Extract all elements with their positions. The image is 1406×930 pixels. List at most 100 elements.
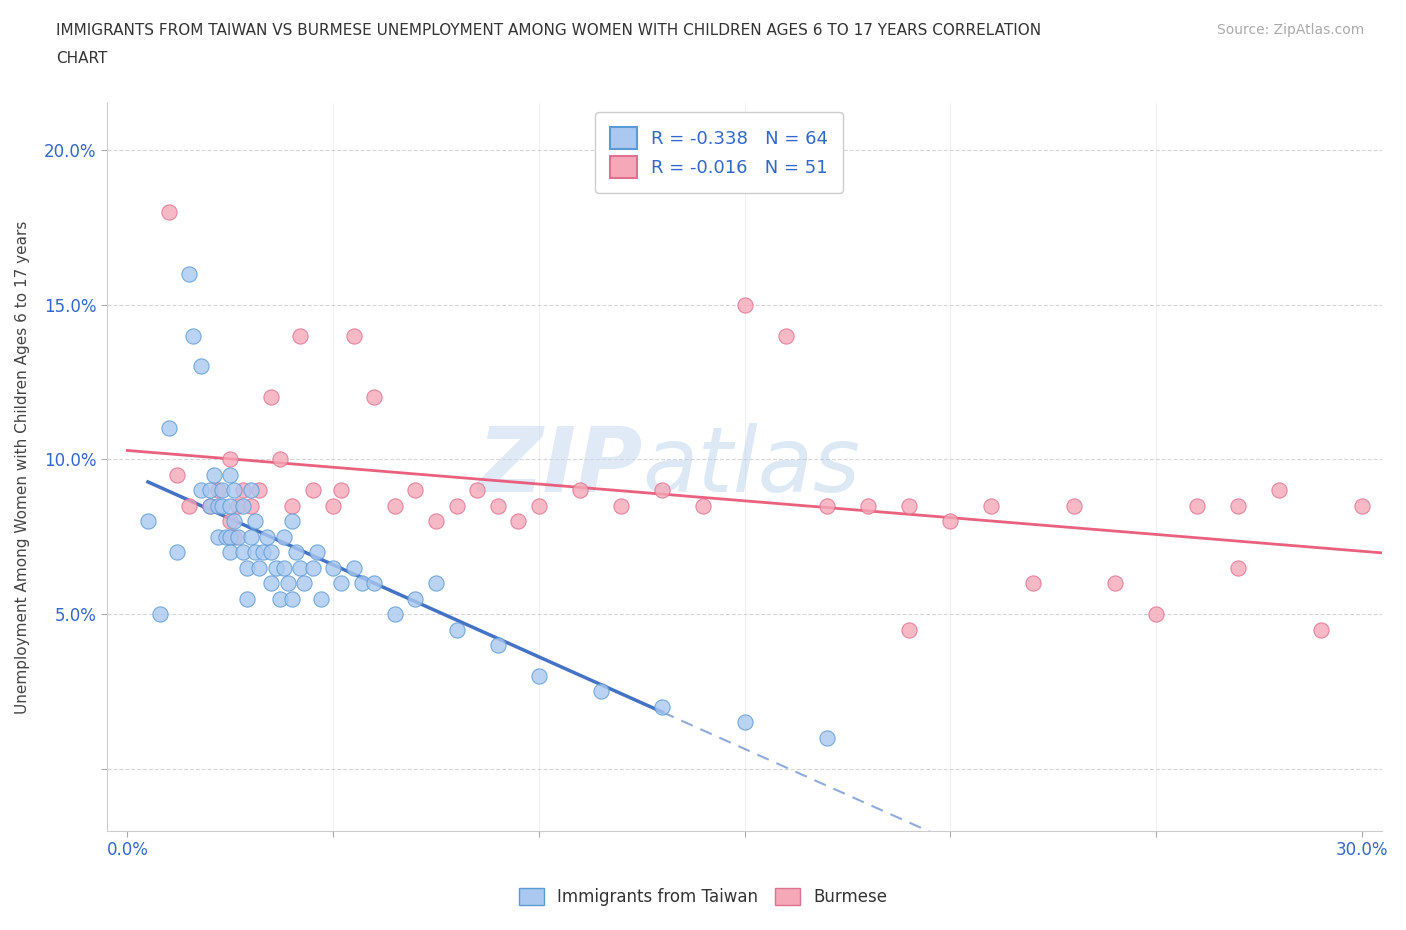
Point (273, 529, 295, 544)
Point (465, 483, 488, 498)
Point (224, 483, 246, 498)
Point (1185, 498, 1208, 513)
Point (224, 529, 246, 544)
Point (425, 513, 447, 528)
Point (343, 560, 366, 575)
Point (446, 622, 468, 637)
Point (734, 715, 756, 730)
Text: CHART: CHART (56, 51, 108, 66)
Point (166, 545, 188, 560)
Point (277, 576, 299, 591)
Point (181, 328, 204, 343)
Point (301, 560, 323, 575)
Point (239, 498, 262, 513)
Point (350, 576, 373, 591)
Point (260, 545, 283, 560)
Point (198, 498, 221, 513)
Point (610, 498, 633, 513)
Point (322, 560, 344, 575)
Point (239, 529, 262, 544)
Point (1351, 498, 1374, 513)
Y-axis label: Unemployment Among Women with Children Ages 6 to 17 years: Unemployment Among Women with Children A… (15, 220, 30, 713)
Point (384, 498, 406, 513)
Point (235, 591, 257, 606)
Point (569, 483, 592, 498)
Point (292, 576, 315, 591)
Point (1309, 622, 1331, 637)
Point (290, 560, 312, 575)
Point (425, 576, 447, 591)
Point (157, 205, 180, 219)
Legend: R = -0.338   N = 64, R = -0.016   N = 51: R = -0.338 N = 64, R = -0.016 N = 51 (595, 113, 842, 193)
Point (363, 390, 385, 405)
Point (136, 513, 159, 528)
Point (219, 529, 242, 544)
Legend: Immigrants from Taiwan, Burmese: Immigrants from Taiwan, Burmese (512, 881, 894, 912)
Point (1021, 576, 1043, 591)
Point (219, 468, 242, 483)
Point (269, 591, 291, 606)
Point (734, 297, 756, 312)
Point (256, 529, 278, 544)
Point (157, 421, 180, 436)
Text: atlas: atlas (643, 423, 860, 512)
Point (281, 498, 304, 513)
Point (260, 390, 283, 405)
Point (404, 591, 426, 606)
Point (343, 328, 366, 343)
Point (177, 498, 200, 513)
Point (486, 498, 509, 513)
Point (260, 576, 283, 591)
Point (1227, 560, 1250, 575)
Point (219, 452, 242, 467)
Point (692, 498, 714, 513)
Point (232, 483, 254, 498)
Point (211, 483, 233, 498)
Point (198, 483, 221, 498)
Point (239, 483, 262, 498)
Point (898, 622, 921, 637)
Point (235, 560, 257, 575)
Point (815, 498, 838, 513)
Point (856, 498, 879, 513)
Point (815, 730, 838, 745)
Point (243, 545, 266, 560)
Text: IMMIGRANTS FROM TAIWAN VS BURMESE UNEMPLOYMENT AMONG WOMEN WITH CHILDREN AGES 6 : IMMIGRANTS FROM TAIWAN VS BURMESE UNEMPL… (56, 23, 1042, 38)
Point (775, 328, 797, 343)
Point (269, 452, 291, 467)
Point (202, 468, 225, 483)
Point (285, 545, 308, 560)
Point (219, 545, 242, 560)
Point (527, 498, 550, 513)
Point (207, 529, 229, 544)
Point (1063, 498, 1085, 513)
Point (215, 529, 238, 544)
Point (898, 498, 921, 513)
Point (228, 529, 250, 544)
Point (198, 498, 221, 513)
Point (243, 513, 266, 528)
Point (330, 576, 353, 591)
Point (247, 483, 270, 498)
Point (939, 513, 962, 528)
Point (207, 483, 229, 498)
Point (290, 328, 312, 343)
Point (177, 266, 200, 281)
Point (166, 468, 188, 483)
Point (309, 591, 332, 606)
Point (330, 483, 353, 498)
Point (281, 513, 304, 528)
Point (384, 606, 406, 621)
Point (281, 591, 304, 606)
Text: Source: ZipAtlas.com: Source: ZipAtlas.com (1216, 23, 1364, 37)
Point (211, 498, 233, 513)
Point (219, 513, 242, 528)
Point (980, 498, 1002, 513)
Point (247, 560, 270, 575)
Point (232, 498, 254, 513)
Point (651, 699, 673, 714)
Point (1227, 498, 1250, 513)
Point (190, 359, 212, 374)
Point (322, 498, 344, 513)
Point (301, 483, 323, 498)
